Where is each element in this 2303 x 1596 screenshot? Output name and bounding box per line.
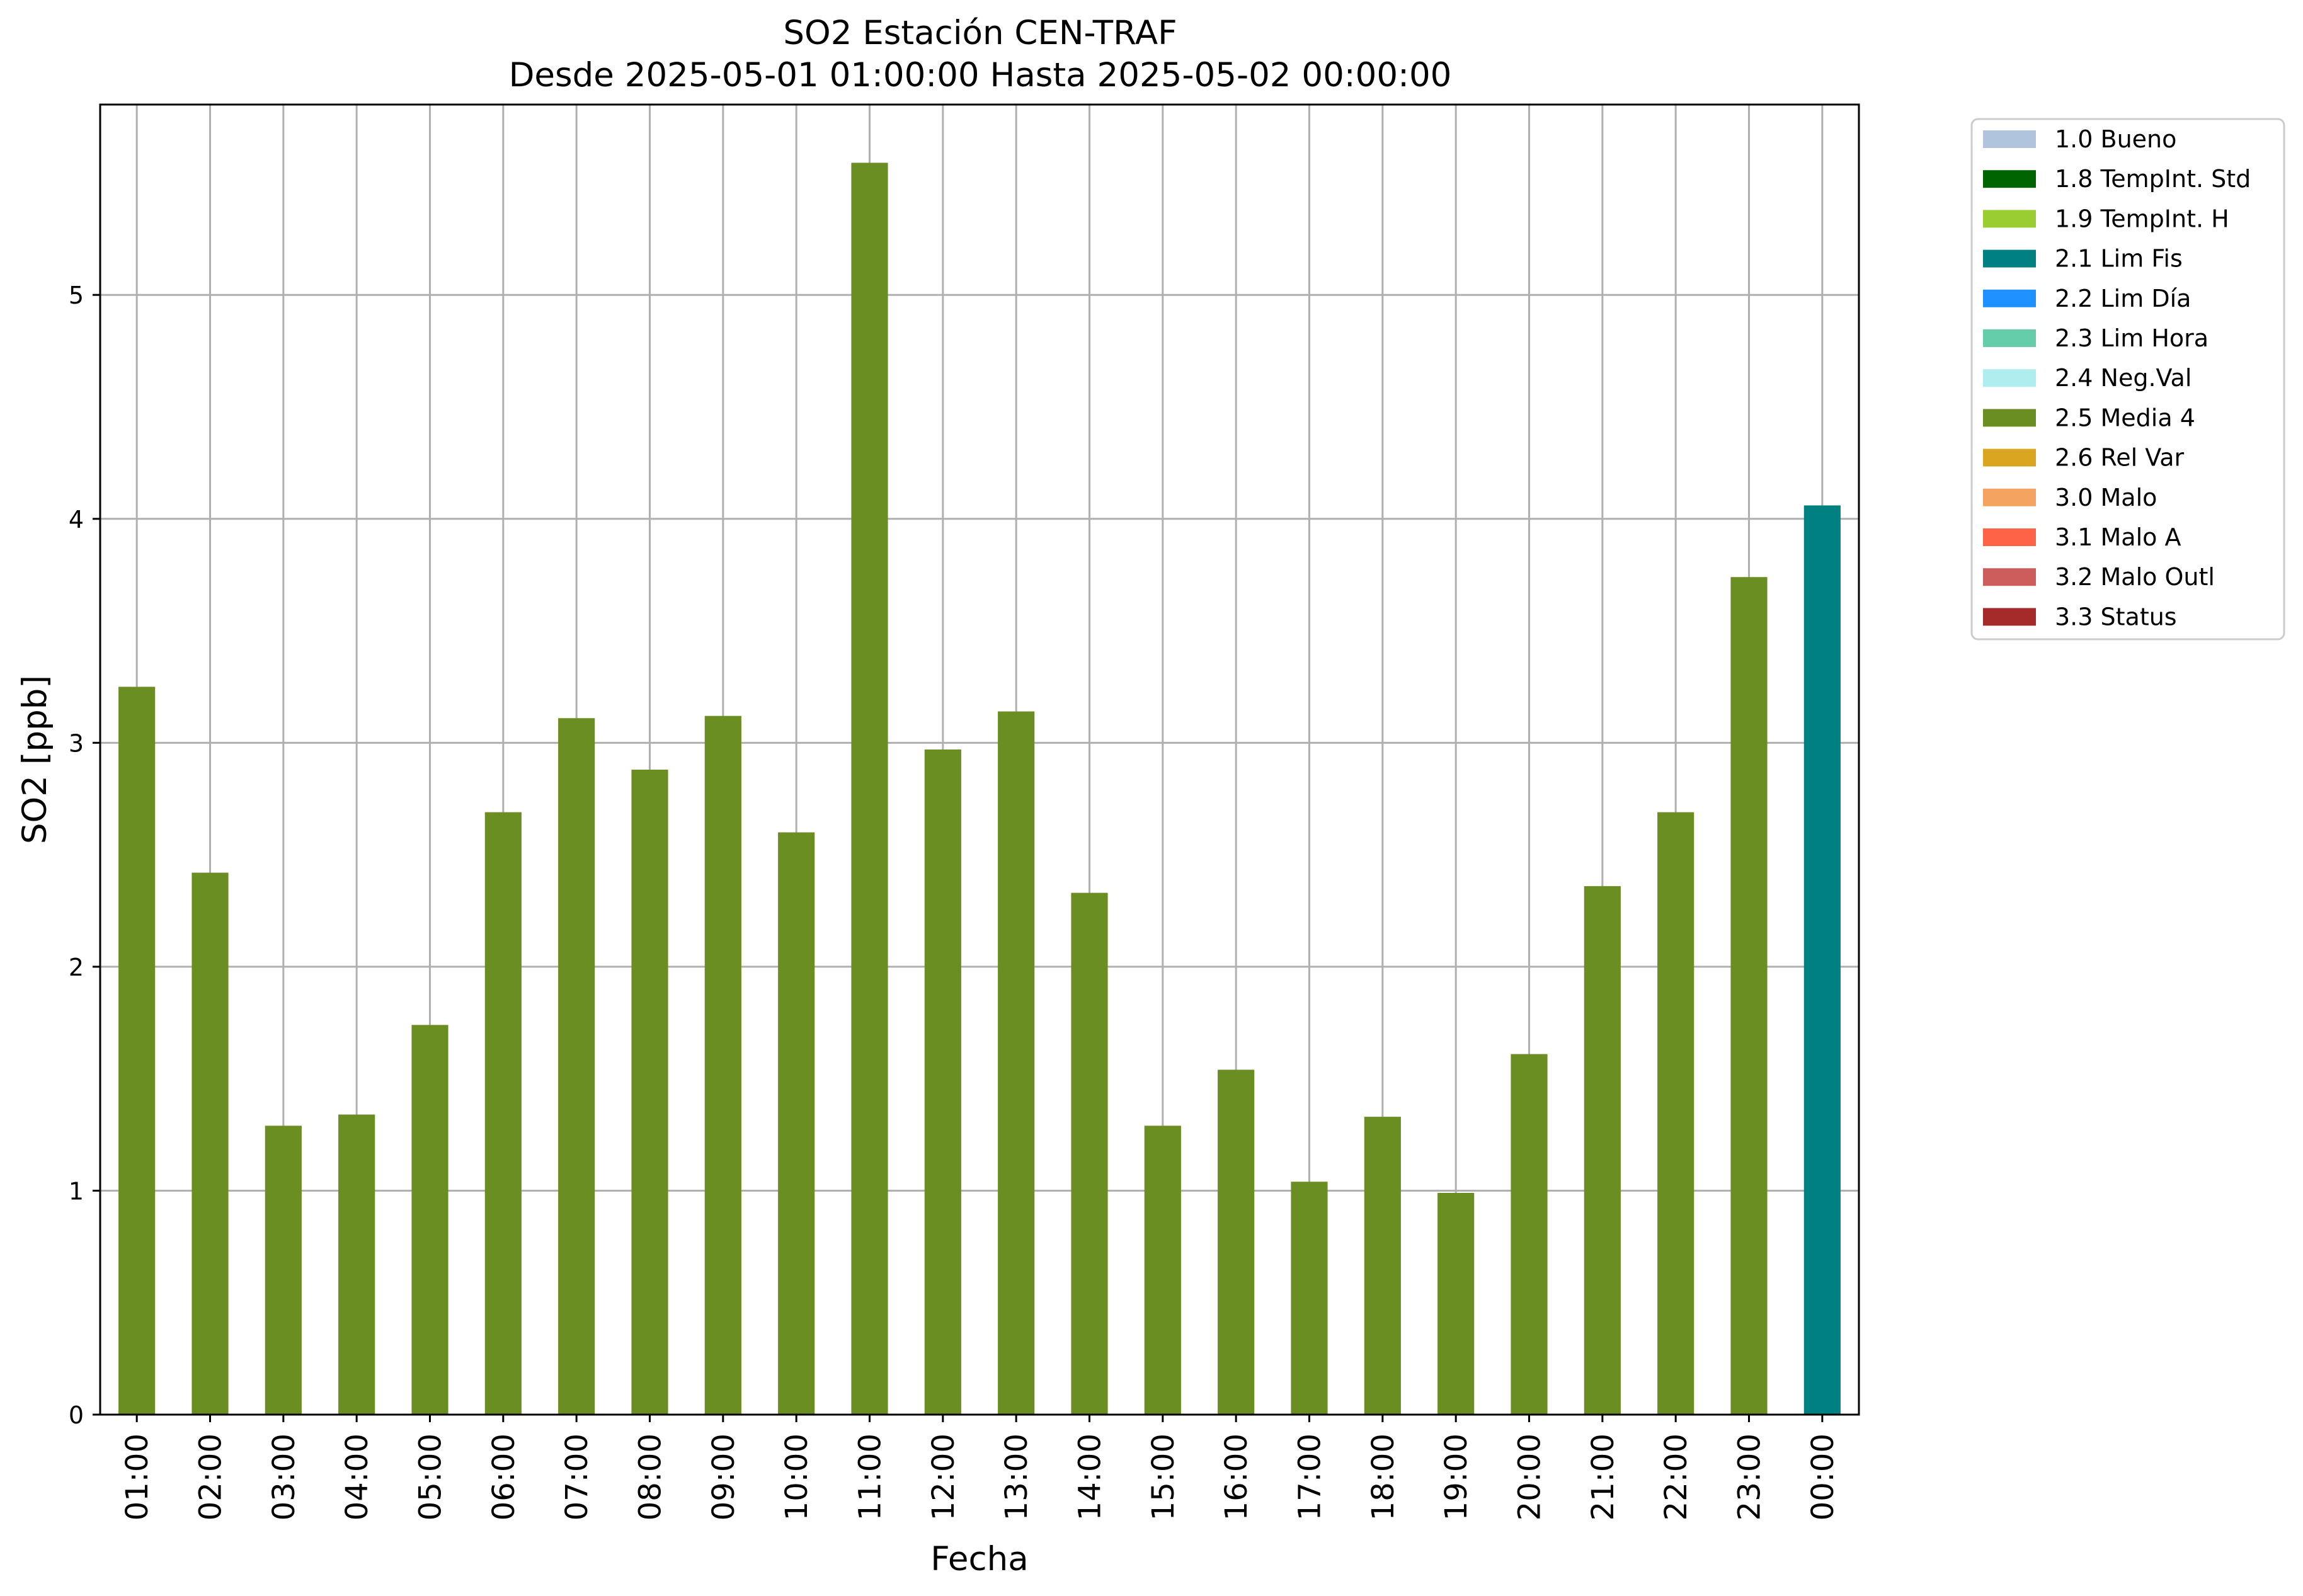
legend-label: 1.8 TempInt. Std bbox=[2055, 165, 2251, 193]
x-axis-label: Fecha bbox=[930, 1540, 1028, 1578]
chart-subtitle: Desde 2025-05-01 01:00:00 Hasta 2025-05-… bbox=[509, 56, 1452, 94]
x-tick-label: 22:00 bbox=[1659, 1434, 1694, 1520]
legend-label: 2.5 Media 4 bbox=[2055, 404, 2195, 431]
legend-swatch bbox=[1983, 130, 2036, 148]
y-axis-label: SO2 [ppb] bbox=[16, 675, 54, 844]
legend-swatch bbox=[1983, 488, 2036, 506]
x-tick-label: 23:00 bbox=[1732, 1434, 1768, 1520]
y-tick-label: 5 bbox=[69, 282, 84, 309]
bars bbox=[118, 162, 1841, 1415]
x-tick-label: 07:00 bbox=[559, 1434, 595, 1520]
x-tick-label: 03:00 bbox=[266, 1434, 302, 1520]
legend-swatch bbox=[1983, 528, 2036, 546]
y-tick-label: 2 bbox=[69, 954, 84, 981]
bar-1700 bbox=[1291, 1182, 1328, 1415]
x-tick-label: 05:00 bbox=[413, 1434, 449, 1520]
legend-label: 2.2 Lim Día bbox=[2055, 285, 2191, 312]
legend-swatch bbox=[1983, 249, 2036, 268]
x-tick-label: 09:00 bbox=[706, 1434, 741, 1520]
y-tick-label: 0 bbox=[69, 1401, 84, 1429]
legend-label: 3.3 Status bbox=[2055, 603, 2177, 630]
bar-1900 bbox=[1437, 1193, 1475, 1415]
bar-1300 bbox=[998, 711, 1035, 1415]
x-tick-label: 10:00 bbox=[779, 1434, 814, 1520]
x-tick-label: 15:00 bbox=[1146, 1434, 1181, 1520]
x-tick-label: 02:00 bbox=[193, 1434, 229, 1520]
y-tick-label: 1 bbox=[69, 1177, 84, 1205]
x-tick-label: 17:00 bbox=[1293, 1434, 1328, 1520]
y-axis: 0 1 2 3 4 5 bbox=[69, 282, 100, 1429]
plot-frame bbox=[99, 103, 1860, 1416]
x-tick-label: 08:00 bbox=[633, 1434, 668, 1520]
x-tick-label: 21:00 bbox=[1586, 1434, 1621, 1520]
bar-0500 bbox=[411, 1025, 449, 1415]
bar-0800 bbox=[631, 770, 668, 1415]
legend-swatch bbox=[1983, 289, 2036, 307]
bar-1200 bbox=[924, 750, 961, 1415]
legend-swatch bbox=[1983, 409, 2036, 427]
bar-0600 bbox=[484, 812, 522, 1415]
bar-2200 bbox=[1657, 812, 1694, 1415]
legend-label: 2.1 Lim Fis bbox=[2055, 245, 2183, 273]
x-tick-label: 06:00 bbox=[486, 1434, 522, 1520]
bar-1400 bbox=[1071, 892, 1108, 1415]
bar-0700 bbox=[558, 718, 595, 1415]
y-tick-label: 4 bbox=[69, 506, 84, 533]
x-tick-label: 04:00 bbox=[340, 1434, 375, 1520]
bar-0300 bbox=[265, 1126, 302, 1415]
legend-swatch bbox=[1983, 448, 2036, 467]
bar-2100 bbox=[1584, 886, 1621, 1415]
x-tick-label: 11:00 bbox=[853, 1434, 888, 1520]
bar-1800 bbox=[1364, 1117, 1401, 1415]
y-tick-label: 3 bbox=[69, 729, 84, 757]
legend-label: 2.6 Rel Var bbox=[2055, 444, 2185, 472]
legend-label: 2.4 Neg.Val bbox=[2055, 364, 2192, 392]
x-axis: 01:00 02:00 03:00 04:00 05:00 06:00 07:00 08:00… bbox=[120, 1415, 1841, 1520]
legend-swatch bbox=[1983, 568, 2036, 586]
bar-0000 bbox=[1803, 505, 1841, 1415]
legend-swatch bbox=[1983, 329, 2036, 347]
chart-title: SO2 Estación CEN-TRAF bbox=[783, 14, 1177, 52]
bar-0200 bbox=[191, 872, 229, 1415]
x-tick-label: 13:00 bbox=[999, 1434, 1034, 1520]
legend: 1.0 Bueno 1.8 TempInt. Std 1.9 TempInt. H 2… bbox=[1970, 118, 2285, 641]
bar-0900 bbox=[704, 715, 741, 1415]
legend-swatch bbox=[1983, 608, 2036, 626]
x-tick-label: 12:00 bbox=[926, 1434, 961, 1520]
x-tick-label: 20:00 bbox=[1512, 1434, 1548, 1520]
x-tick-label: 18:00 bbox=[1366, 1434, 1401, 1520]
x-tick-label: 14:00 bbox=[1073, 1434, 1108, 1520]
legend-label: 3.0 Malo bbox=[2055, 484, 2157, 511]
x-tick-label: 00:00 bbox=[1805, 1434, 1841, 1520]
bar-0100 bbox=[118, 687, 156, 1415]
legend-frame bbox=[1970, 118, 2285, 641]
bar-1500 bbox=[1144, 1126, 1181, 1415]
legend-swatch bbox=[1983, 210, 2036, 228]
legend-label: 2.3 Lim Hora bbox=[2055, 324, 2209, 352]
legend-label: 3.2 Malo Outl bbox=[2055, 563, 2215, 591]
bar-2000 bbox=[1511, 1054, 1548, 1415]
legend-label: 3.1 Malo A bbox=[2055, 523, 2181, 551]
legend-label: 1.9 TempInt. H bbox=[2055, 205, 2229, 232]
legend-swatch bbox=[1983, 170, 2036, 188]
bar-1000 bbox=[778, 832, 815, 1415]
bar-1600 bbox=[1218, 1069, 1255, 1415]
legend-label: 1.0 Bueno bbox=[2055, 125, 2176, 153]
legend-swatch bbox=[1983, 369, 2036, 387]
x-tick-label: 01:00 bbox=[120, 1434, 155, 1520]
bar-0400 bbox=[338, 1114, 375, 1415]
x-tick-label: 19:00 bbox=[1439, 1434, 1474, 1520]
x-tick-label: 16:00 bbox=[1219, 1434, 1254, 1520]
bar-1100 bbox=[851, 162, 888, 1415]
bar-2300 bbox=[1730, 577, 1768, 1415]
